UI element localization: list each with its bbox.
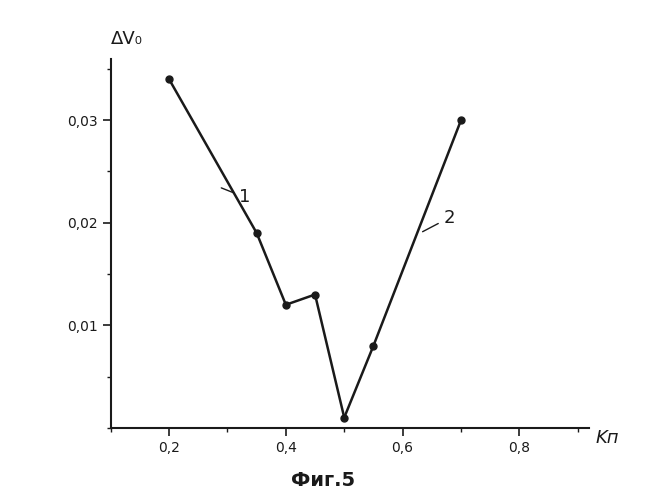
Text: 1: 1: [221, 188, 250, 206]
Text: Фиг.5: Фиг.5: [291, 471, 356, 490]
Text: 2: 2: [422, 208, 455, 232]
Text: Kп: Kп: [595, 429, 619, 447]
Text: ΔV₀: ΔV₀: [111, 30, 143, 48]
